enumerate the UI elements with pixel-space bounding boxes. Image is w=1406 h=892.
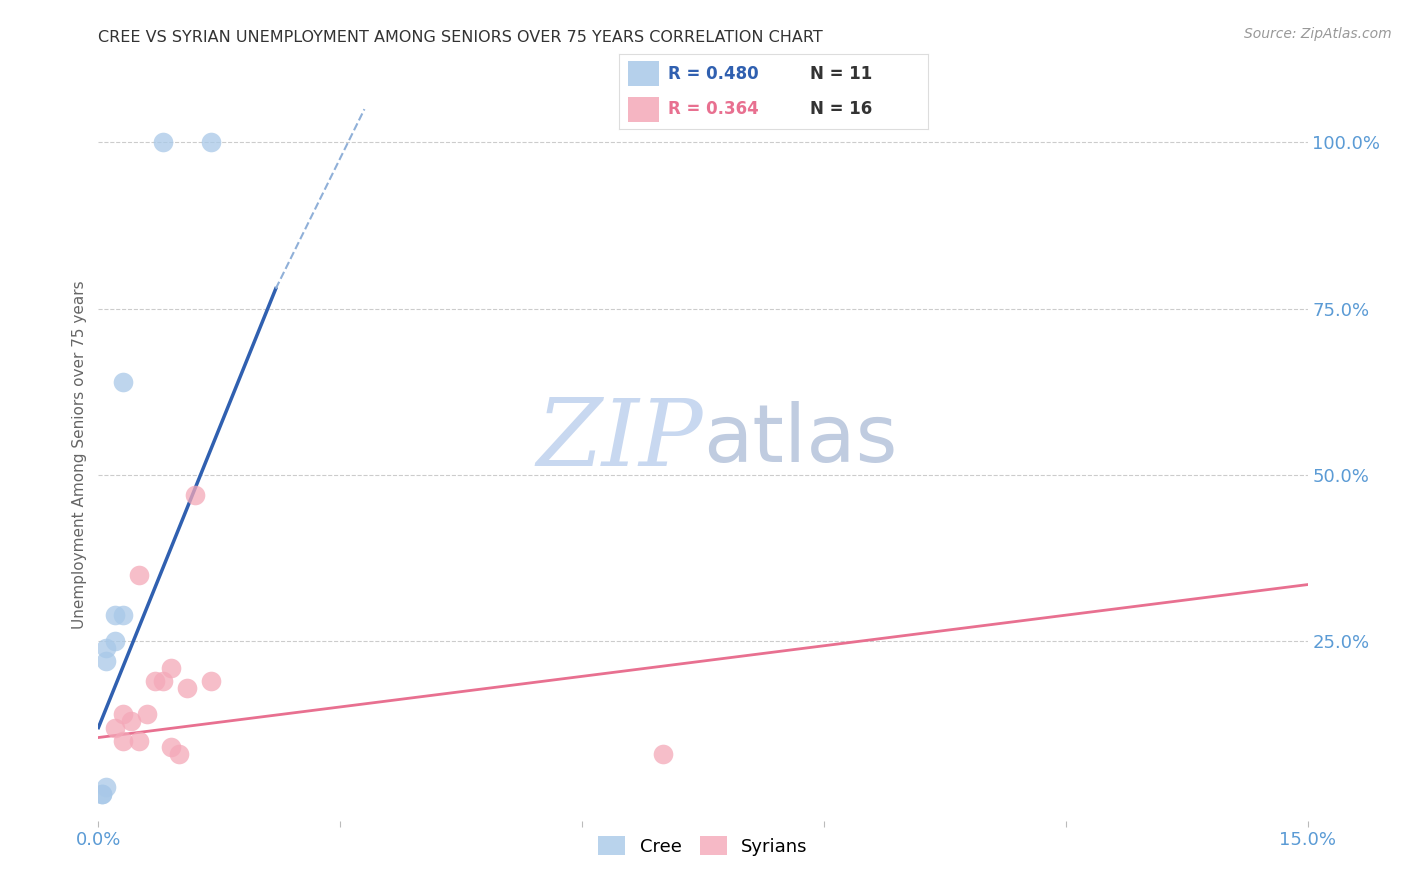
Point — [200, 673, 222, 688]
Text: N = 16: N = 16 — [810, 100, 873, 118]
Point — [91, 787, 114, 801]
Point — [103, 721, 125, 735]
Legend: Cree, Syrians: Cree, Syrians — [591, 829, 815, 863]
Point — [135, 707, 157, 722]
Text: CREE VS SYRIAN UNEMPLOYMENT AMONG SENIORS OVER 75 YEARS CORRELATION CHART: CREE VS SYRIAN UNEMPLOYMENT AMONG SENIOR… — [98, 29, 823, 45]
Point — [111, 707, 134, 722]
Point — [96, 640, 118, 655]
Text: atlas: atlas — [703, 401, 897, 479]
Point — [152, 673, 174, 688]
Bar — [628, 62, 659, 87]
Point — [96, 780, 118, 795]
Text: R = 0.480: R = 0.480 — [668, 65, 759, 83]
Bar — [628, 96, 659, 122]
Point — [143, 673, 166, 688]
Point — [111, 375, 134, 389]
Text: Source: ZipAtlas.com: Source: ZipAtlas.com — [1244, 27, 1392, 41]
Point — [200, 136, 222, 150]
Text: N = 11: N = 11 — [810, 65, 873, 83]
Point — [103, 634, 125, 648]
Point — [91, 787, 114, 801]
Point — [176, 681, 198, 695]
Point — [651, 747, 673, 761]
Point — [160, 661, 183, 675]
Point — [128, 567, 150, 582]
Point — [160, 740, 183, 755]
Point — [184, 488, 207, 502]
Text: R = 0.364: R = 0.364 — [668, 100, 759, 118]
Point — [167, 747, 190, 761]
Y-axis label: Unemployment Among Seniors over 75 years: Unemployment Among Seniors over 75 years — [72, 281, 87, 629]
Point — [111, 734, 134, 748]
Point — [103, 607, 125, 622]
Point — [128, 734, 150, 748]
Point — [111, 607, 134, 622]
Point — [120, 714, 142, 728]
Point — [152, 136, 174, 150]
Point — [96, 654, 118, 668]
Text: ZIP: ZIP — [536, 395, 703, 485]
